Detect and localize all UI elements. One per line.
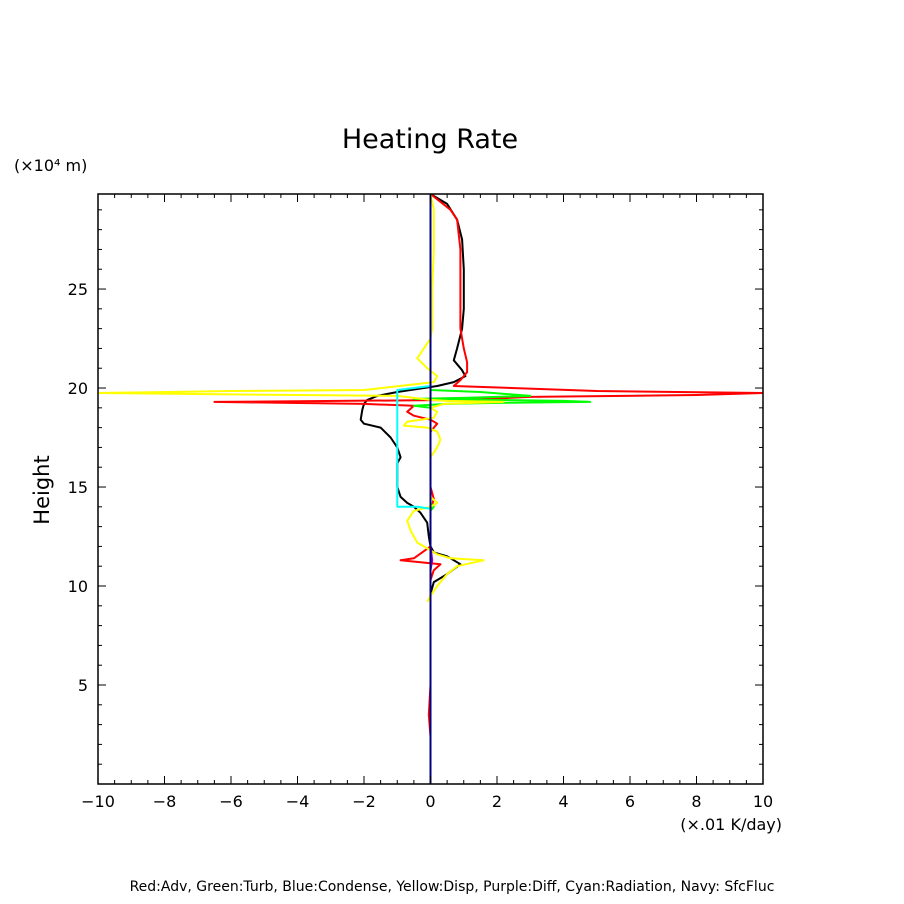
y-tick-label: 20	[68, 379, 88, 398]
x-tick-label: −6	[219, 792, 243, 811]
series-line-disp	[98, 194, 505, 603]
x-tick-label: 6	[625, 792, 635, 811]
plot-frame	[97, 193, 764, 785]
y-tick-label: 10	[68, 577, 88, 596]
y-tick-label: 15	[68, 478, 88, 497]
x-tick-label: 2	[492, 792, 502, 811]
axis-ticks: −10 −8 −6 −4 −2 0 2 4 6 8 10 5 10 15 20 25	[68, 194, 773, 811]
x-tick-label: 0	[425, 792, 435, 811]
series-layer	[98, 194, 763, 784]
y-unit-label: (×10⁴ m)	[14, 156, 87, 175]
x-tick-label: −2	[352, 792, 376, 811]
x-tick-label: −4	[286, 792, 310, 811]
series-line-total	[359, 194, 467, 739]
y-tick-label: 25	[68, 280, 88, 299]
x-tick-label: 8	[691, 792, 701, 811]
legend-footer: Red:Adv, Green:Turb, Blue:Condense, Yell…	[130, 879, 775, 895]
x-tick-label: −10	[81, 792, 115, 811]
x-unit-label: (×.01 K/day)	[680, 815, 782, 834]
series-line-radiation	[396, 385, 431, 510]
series-line-adv	[213, 194, 763, 737]
x-tick-label: −8	[153, 792, 177, 811]
x-tick-label: 10	[753, 792, 773, 811]
x-tick-label: 4	[558, 792, 568, 811]
y-axis-label: Height	[30, 455, 54, 524]
y-tick-label: 5	[78, 676, 88, 695]
chart-title: Heating Rate	[342, 124, 518, 155]
